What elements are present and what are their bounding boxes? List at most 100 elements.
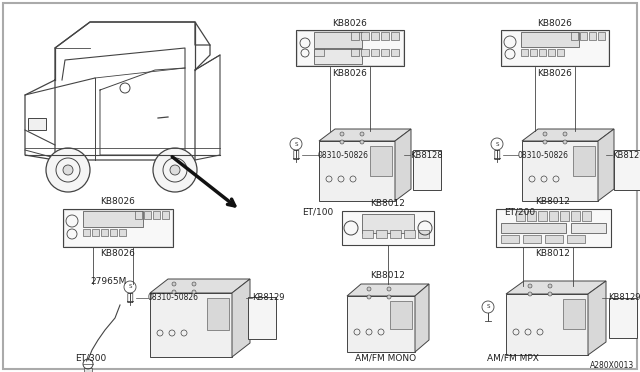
Circle shape <box>543 132 547 136</box>
Bar <box>609 298 637 338</box>
Bar <box>391 49 399 56</box>
Circle shape <box>153 148 197 192</box>
Bar <box>571 211 580 221</box>
Text: KB8026: KB8026 <box>538 19 572 28</box>
Polygon shape <box>150 293 232 357</box>
Text: KB8026: KB8026 <box>100 250 136 259</box>
Text: KB8026: KB8026 <box>333 19 367 28</box>
Bar <box>614 150 640 190</box>
Bar <box>84 368 92 372</box>
Text: KB8026: KB8026 <box>538 68 572 77</box>
Bar <box>362 230 373 238</box>
Text: 08310-50826: 08310-50826 <box>148 294 199 302</box>
Bar <box>391 32 399 40</box>
Circle shape <box>340 132 344 136</box>
Bar <box>502 31 608 65</box>
Bar <box>144 211 151 219</box>
Bar <box>501 223 566 233</box>
Bar <box>361 32 369 40</box>
Bar <box>571 223 606 233</box>
Bar <box>501 30 609 66</box>
Bar <box>381 32 389 40</box>
Text: A280X0013: A280X0013 <box>590 360 634 369</box>
Polygon shape <box>347 284 429 296</box>
Bar <box>153 211 160 219</box>
Text: KB8128: KB8128 <box>410 151 443 160</box>
Bar <box>563 299 585 329</box>
Text: S: S <box>495 141 499 147</box>
Bar <box>361 49 369 56</box>
Polygon shape <box>395 129 411 201</box>
Bar <box>516 211 525 221</box>
Bar <box>530 49 537 56</box>
Bar <box>28 118 46 130</box>
Bar <box>119 229 126 236</box>
Bar <box>314 49 324 56</box>
Polygon shape <box>506 281 606 294</box>
Polygon shape <box>588 281 606 355</box>
Polygon shape <box>522 129 614 141</box>
Bar <box>413 150 441 190</box>
Bar <box>162 211 169 219</box>
Bar <box>527 211 536 221</box>
Bar <box>390 301 412 329</box>
Bar <box>83 229 90 236</box>
Bar <box>248 297 276 339</box>
Text: AM/FM MPX: AM/FM MPX <box>487 353 539 362</box>
Text: KB8012: KB8012 <box>371 199 405 208</box>
Circle shape <box>367 295 371 299</box>
Circle shape <box>340 140 344 144</box>
Bar <box>523 235 541 243</box>
Text: 08310-50826: 08310-50826 <box>518 151 569 160</box>
Text: Ⓢ: Ⓢ <box>127 293 133 303</box>
Bar <box>560 211 569 221</box>
Circle shape <box>387 295 391 299</box>
Circle shape <box>192 282 196 286</box>
Bar <box>521 49 528 56</box>
Circle shape <box>528 292 532 296</box>
Bar <box>549 211 558 221</box>
Circle shape <box>170 165 180 175</box>
Text: 08310-50826: 08310-50826 <box>318 151 369 160</box>
Circle shape <box>543 140 547 144</box>
Circle shape <box>172 290 176 294</box>
Bar <box>297 31 403 65</box>
Bar <box>92 229 99 236</box>
Text: Ⓢ: Ⓢ <box>292 150 300 160</box>
Bar <box>110 229 117 236</box>
Bar <box>521 32 579 47</box>
Bar <box>314 49 362 64</box>
Circle shape <box>563 140 567 144</box>
Bar <box>63 209 173 247</box>
Text: 27965M: 27965M <box>90 278 126 286</box>
Text: KB8012: KB8012 <box>536 250 570 259</box>
Bar <box>371 32 379 40</box>
Text: Ⓢ: Ⓢ <box>493 150 500 160</box>
Bar <box>314 32 362 48</box>
Bar <box>539 49 546 56</box>
Polygon shape <box>598 129 614 201</box>
Bar <box>381 49 389 56</box>
Bar <box>501 235 519 243</box>
Text: ET/200: ET/200 <box>504 208 535 217</box>
Bar <box>376 230 387 238</box>
Polygon shape <box>506 294 588 355</box>
Bar <box>135 211 142 219</box>
Bar <box>567 235 585 243</box>
Bar <box>548 49 555 56</box>
Bar <box>571 32 578 40</box>
Bar <box>582 211 591 221</box>
Circle shape <box>367 287 371 291</box>
Circle shape <box>387 287 391 291</box>
Text: KB8129: KB8129 <box>252 294 285 302</box>
Text: S: S <box>486 305 490 310</box>
Circle shape <box>548 284 552 288</box>
Bar <box>342 211 434 245</box>
Bar <box>351 49 359 56</box>
Text: KB8026: KB8026 <box>333 68 367 77</box>
Text: ET/300: ET/300 <box>75 353 106 362</box>
Bar <box>390 230 401 238</box>
Bar <box>589 32 596 40</box>
Bar <box>538 211 547 221</box>
Bar <box>573 146 595 176</box>
